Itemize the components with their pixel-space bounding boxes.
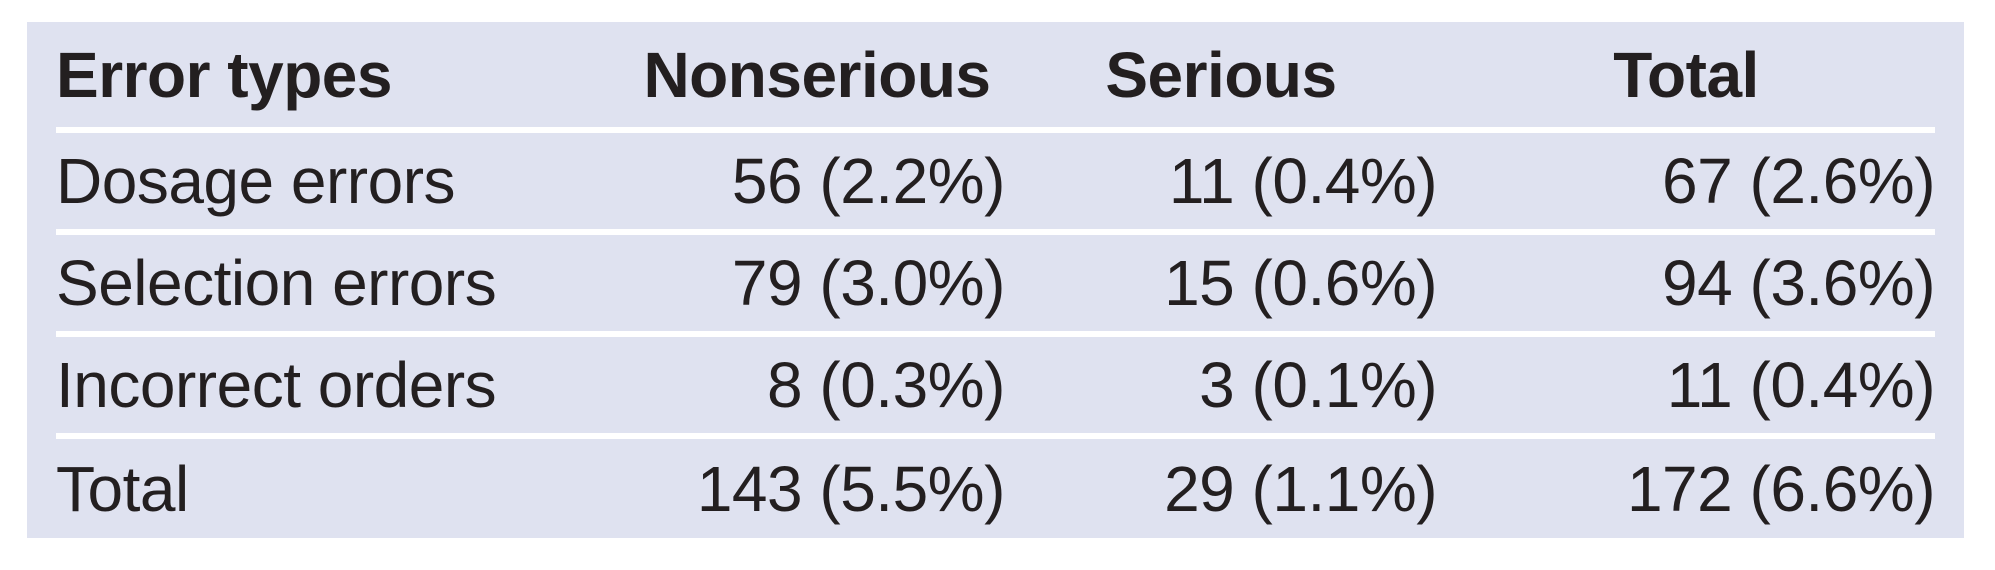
header-row: Error types Nonserious Serious Total: [56, 22, 1935, 130]
cell-serious: 3 (0.1%): [1199, 349, 1438, 421]
column-header-serious: Serious: [1105, 38, 1337, 111]
cell-serious: 29 (1.1%): [1164, 452, 1438, 525]
row-label: Selection errors: [56, 247, 497, 319]
medication-error-rates-table: Error types Nonserious Serious Total Dos…: [56, 22, 1935, 538]
cell-nonserious: 8 (0.3%): [767, 349, 1005, 421]
cell-nonserious: 143 (5.5%): [696, 452, 1006, 525]
row-label: Incorrect orders: [56, 349, 497, 421]
table-row-selection-errors: Selection errors 79 (3.0%) 15 (0.6%) 94 …: [56, 232, 1935, 334]
column-header-total: Total: [1613, 38, 1759, 111]
cell-serious: 15 (0.6%): [1164, 247, 1438, 319]
cell-serious: 11 (0.4%): [1168, 145, 1438, 217]
cell-nonserious: 79 (3.0%): [731, 247, 1005, 319]
table-row-total: Total 143 (5.5%) 29 (1.1%) 172 (6.6%): [56, 436, 1935, 538]
row-label: Dosage errors: [56, 145, 456, 217]
table-row-incorrect-orders: Incorrect orders 8 (0.3%) 3 (0.1%) 11 (0…: [56, 334, 1935, 436]
column-header-error-types: Error types: [56, 38, 392, 111]
cell-total: 172 (6.6%): [1626, 452, 1936, 525]
cell-nonserious: 56 (2.2%): [731, 145, 1005, 217]
cell-total: 94 (3.6%): [1662, 247, 1935, 319]
table-row-dosage-errors: Dosage errors 56 (2.2%) 11 (0.4%) 67 (2.…: [56, 130, 1935, 232]
error-rates-table-card: Error types Nonserious Serious Total Dos…: [27, 22, 1964, 538]
column-header-nonserious: Nonserious: [643, 38, 991, 111]
cell-total: 11 (0.4%): [1666, 349, 1936, 421]
row-label: Total: [56, 452, 189, 525]
cell-total: 67 (2.6%): [1662, 145, 1935, 217]
